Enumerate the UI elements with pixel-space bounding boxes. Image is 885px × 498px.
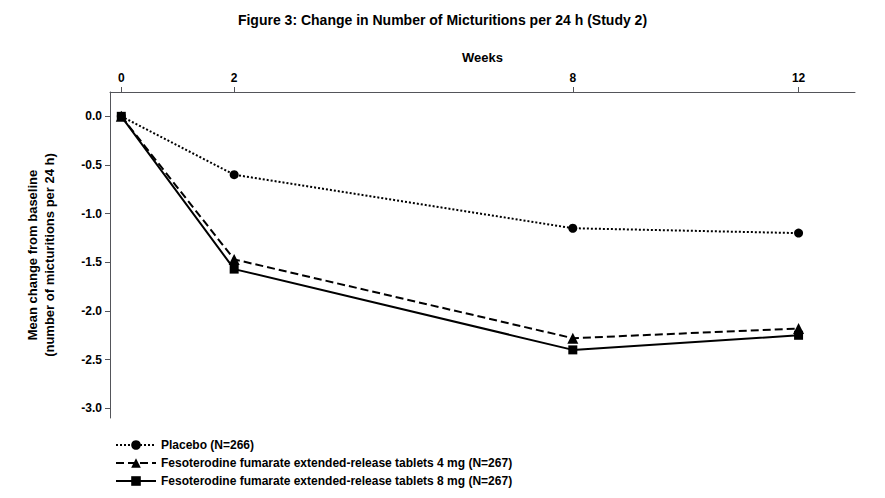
svg-text:-0.5: -0.5 xyxy=(81,158,102,172)
svg-text:12: 12 xyxy=(792,71,806,85)
svg-text:Placebo (N=266): Placebo (N=266) xyxy=(161,438,254,452)
svg-text:Weeks: Weeks xyxy=(462,50,503,65)
svg-text:-3.0: -3.0 xyxy=(81,401,102,415)
svg-text:2: 2 xyxy=(231,71,238,85)
svg-text:(number of micturitions per 24: (number of micturitions per 24 h) xyxy=(42,153,57,357)
svg-text:Figure 3: Change in Number of: Figure 3: Change in Number of Micturitio… xyxy=(238,12,647,28)
svg-text:-1.0: -1.0 xyxy=(81,207,102,221)
svg-text:Mean change from baseline: Mean change from baseline xyxy=(25,170,40,341)
svg-text:-2.0: -2.0 xyxy=(81,304,102,318)
svg-text:-1.5: -1.5 xyxy=(81,255,102,269)
svg-text:Fesoterodine fumarate extended: Fesoterodine fumarate extended-release t… xyxy=(161,456,512,470)
svg-text:Fesoterodine fumarate extended: Fesoterodine fumarate extended-release t… xyxy=(161,474,512,488)
svg-text:8: 8 xyxy=(569,71,576,85)
svg-text:-2.5: -2.5 xyxy=(81,353,102,367)
svg-text:0.0: 0.0 xyxy=(85,109,102,123)
svg-text:0: 0 xyxy=(118,71,125,85)
